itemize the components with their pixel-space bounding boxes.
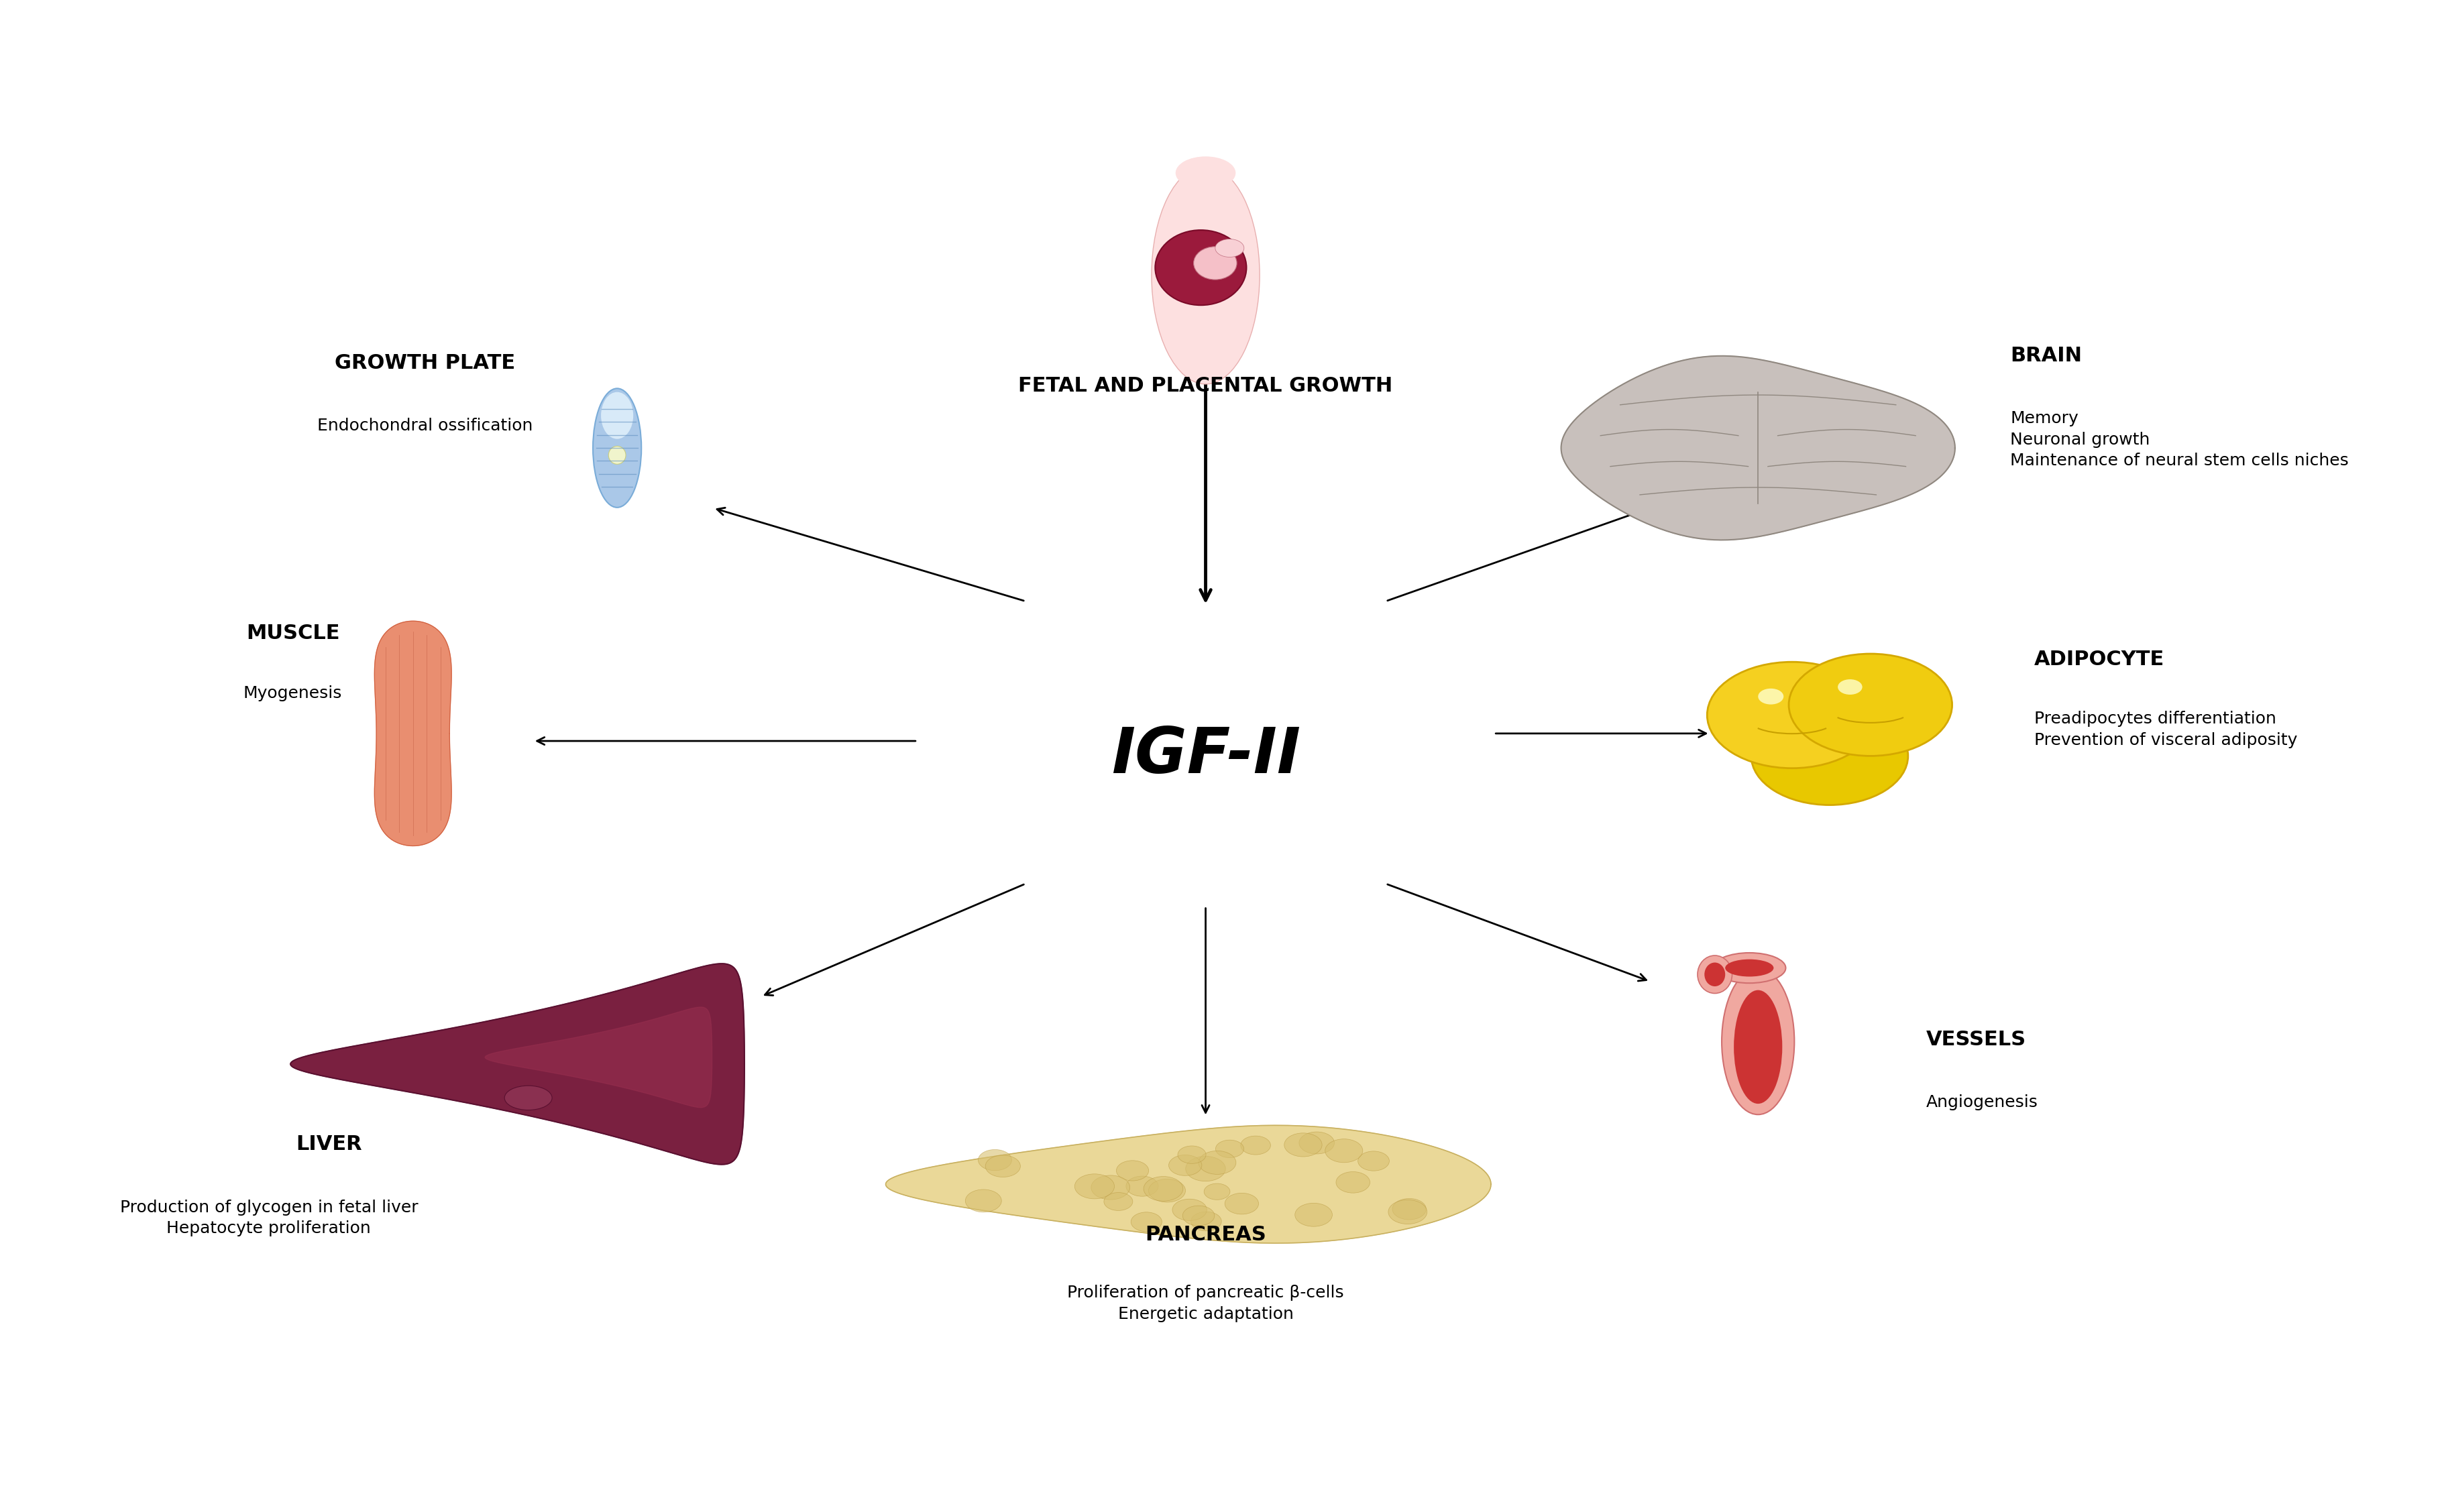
Text: VESSELS: VESSELS [1926,1030,2026,1049]
Circle shape [1131,1213,1163,1231]
Circle shape [1217,1140,1243,1158]
Circle shape [1199,1151,1236,1175]
Circle shape [1758,688,1785,705]
Text: ADIPOCYTE: ADIPOCYTE [2033,649,2165,668]
Circle shape [1178,1146,1207,1164]
Ellipse shape [1733,990,1782,1104]
Ellipse shape [592,389,641,508]
Ellipse shape [1714,953,1785,983]
Text: MUSCLE: MUSCLE [246,624,339,643]
Text: Endochondral ossification: Endochondral ossification [317,417,534,434]
Circle shape [1126,1176,1158,1196]
Polygon shape [290,963,744,1164]
Circle shape [1387,1201,1426,1225]
Polygon shape [1560,355,1955,540]
Ellipse shape [1697,956,1731,993]
Text: Angiogenesis: Angiogenesis [1926,1095,2038,1110]
Circle shape [1185,1157,1226,1181]
Ellipse shape [1195,246,1236,280]
Ellipse shape [1214,239,1243,257]
Ellipse shape [1156,230,1246,305]
Text: GROWTH PLATE: GROWTH PLATE [334,354,514,373]
Circle shape [978,1149,1012,1170]
Circle shape [1285,1132,1321,1157]
Ellipse shape [505,1086,551,1110]
Circle shape [1336,1172,1370,1193]
Circle shape [1143,1176,1182,1201]
Circle shape [1182,1205,1214,1226]
Circle shape [1789,653,1953,756]
Text: BRAIN: BRAIN [2011,346,2082,366]
Circle shape [1204,1184,1231,1199]
Ellipse shape [602,392,634,438]
Ellipse shape [1726,959,1772,977]
Circle shape [1173,1199,1207,1220]
Circle shape [1750,708,1909,804]
Circle shape [985,1155,1022,1178]
Text: Production of glycogen in fetal liver
Hepatocyte proliferation: Production of glycogen in fetal liver He… [119,1199,417,1237]
Text: PANCREAS: PANCREAS [1146,1225,1265,1244]
Circle shape [1075,1173,1114,1199]
Polygon shape [885,1125,1492,1243]
Circle shape [1241,1136,1270,1155]
Circle shape [1117,1161,1148,1181]
Ellipse shape [1704,963,1726,986]
Polygon shape [485,1007,712,1107]
Circle shape [1358,1151,1390,1170]
Text: IGF-II: IGF-II [1112,726,1299,786]
Text: Preadipocytes differentiation
Prevention of visceral adiposity: Preadipocytes differentiation Prevention… [2033,711,2297,748]
Circle shape [1104,1193,1134,1211]
Circle shape [1326,1139,1363,1163]
Circle shape [1168,1155,1202,1176]
Circle shape [1224,1193,1258,1214]
Text: FETAL AND PLACENTAL GROWTH: FETAL AND PLACENTAL GROWTH [1019,376,1392,395]
Circle shape [1299,1132,1334,1154]
Ellipse shape [610,446,627,464]
Text: LIVER: LIVER [295,1136,361,1154]
Text: Myogenesis: Myogenesis [244,685,341,702]
Ellipse shape [1721,969,1794,1114]
Ellipse shape [1175,156,1236,189]
Polygon shape [375,621,451,845]
Ellipse shape [1151,166,1260,384]
Circle shape [1190,1211,1221,1231]
Text: Proliferation of pancreatic β-cells
Energetic adaptation: Proliferation of pancreatic β-cells Ener… [1068,1285,1343,1321]
Circle shape [1392,1199,1426,1220]
Circle shape [1838,679,1863,694]
Circle shape [965,1190,1002,1213]
Circle shape [1148,1179,1185,1202]
Circle shape [1092,1175,1129,1199]
Text: Memory
Neuronal growth
Maintenance of neural stem cells niches: Memory Neuronal growth Maintenance of ne… [2011,410,2348,469]
Circle shape [1707,662,1877,768]
Circle shape [1295,1204,1331,1226]
